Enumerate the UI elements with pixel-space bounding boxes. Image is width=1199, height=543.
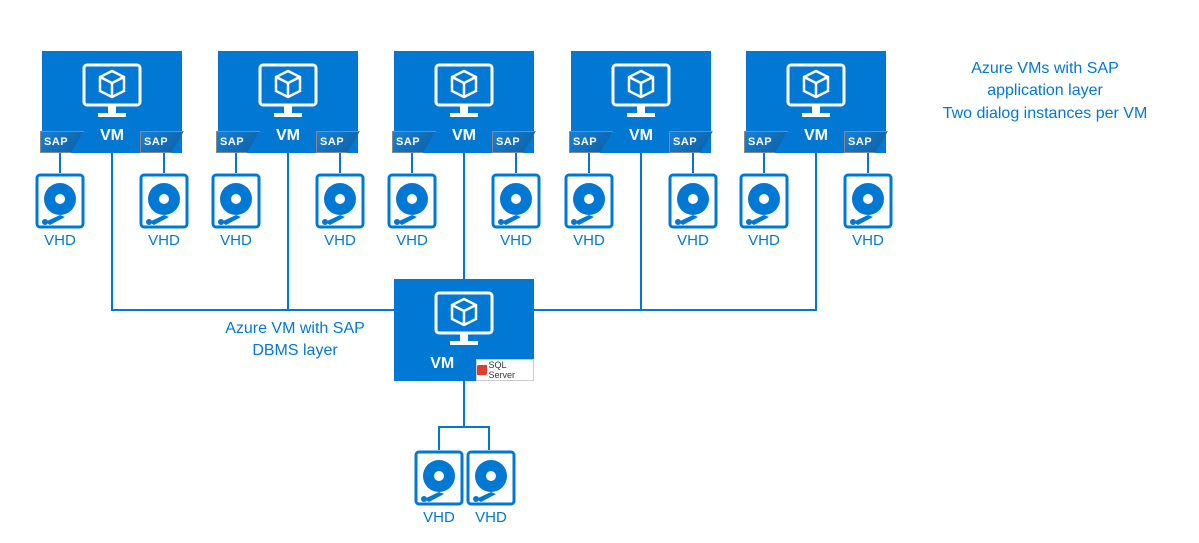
vhd-label: VHD [139,232,189,249]
monitor-icon [784,61,848,119]
sap-badge-left: SAP [392,131,436,153]
caption-db-layer: Azure VM with SAP DBMS layer [205,318,385,363]
conn-vm4-bus-v [640,153,642,311]
vhd-label: VHD [315,232,365,249]
caption-app-layer: Azure VMs with SAP application layer Two… [930,58,1160,125]
disk-icon [466,450,516,506]
caption-line: Two dialog instances per VM [943,105,1148,122]
vhd-label: VHD [387,232,437,249]
conn-vm3-dbm-v [463,153,465,279]
vhd-label: VHD [564,232,614,249]
disk-icon [491,173,541,229]
disk-icon [843,173,893,229]
conn-vm1-vhd2 [163,153,165,173]
sap-badge-right: SAP [316,131,360,153]
app-vm-3: VM SAP SAP [394,51,534,153]
vm-label: VM [629,127,653,145]
vm-label: VM [452,127,476,145]
vhd-label: VHD [466,509,516,526]
vm-label: VM [100,127,124,145]
app-vm-4: VM SAP SAP [571,51,711,153]
disk-icon [414,450,464,506]
conn-vm5-bus-v [815,153,817,311]
disk-icon [211,173,261,229]
vhd-label: VHD [491,232,541,249]
caption-line: DBMS layer [252,342,337,359]
conn-vm2-bus-v [287,153,289,311]
conn-db-vhd-v2 [488,426,490,450]
conn-vm3-vhd1 [411,153,413,173]
disk-icon [139,173,189,229]
disk-icon [739,173,789,229]
monitor-icon [256,61,320,119]
conn-bus-h-right [534,309,817,311]
monitor-icon [80,61,144,119]
disk-icon [387,173,437,229]
monitor-icon [432,289,496,347]
conn-vm4-vhd2 [692,153,694,173]
conn-vm4-vhd1 [588,153,590,173]
vhd-label: VHD [35,232,85,249]
conn-db-vhd-h [438,426,490,428]
conn-bus-h-left [111,309,396,311]
app-vm-1: VM SAP SAP [42,51,182,153]
disk-icon [668,173,718,229]
conn-db-vhd-v1 [438,426,440,450]
sap-badge-left: SAP [569,131,613,153]
sap-badge-right: SAP [140,131,184,153]
conn-vm2-vhd2 [339,153,341,173]
monitor-icon [609,61,673,119]
sap-badge-left: SAP [744,131,788,153]
caption-line: Azure VMs with SAP [971,60,1119,77]
vhd-label: VHD [414,509,464,526]
db-vm: VM SQL Server [394,279,534,381]
conn-vm5-vhd2 [867,153,869,173]
vm-label: VM [804,127,828,145]
vm-label: VM [430,355,454,373]
conn-db-vhd-v [463,381,465,426]
vm-label: VM [276,127,300,145]
vhd-label: VHD [211,232,261,249]
vhd-label: VHD [668,232,718,249]
conn-vm3-vhd2 [515,153,517,173]
conn-vm2-vhd1 [235,153,237,173]
conn-vm5-vhd1 [763,153,765,173]
app-vm-2: VM SAP SAP [218,51,358,153]
vhd-label: VHD [843,232,893,249]
sap-badge-left: SAP [40,131,84,153]
vhd-label: VHD [739,232,789,249]
conn-vm1-vhd1 [59,153,61,173]
disk-icon [315,173,365,229]
sap-badge-left: SAP [216,131,260,153]
caption-line: Azure VM with SAP [225,320,365,337]
monitor-icon [432,61,496,119]
caption-line: application layer [987,82,1103,99]
sap-badge-right: SAP [844,131,888,153]
disk-icon [35,173,85,229]
sap-badge-right: SAP [492,131,536,153]
app-vm-5: VM SAP SAP [746,51,886,153]
sap-badge-right: SAP [669,131,713,153]
sql-server-badge: SQL Server [476,359,534,381]
conn-vm1-bus-v [111,153,113,311]
disk-icon [564,173,614,229]
